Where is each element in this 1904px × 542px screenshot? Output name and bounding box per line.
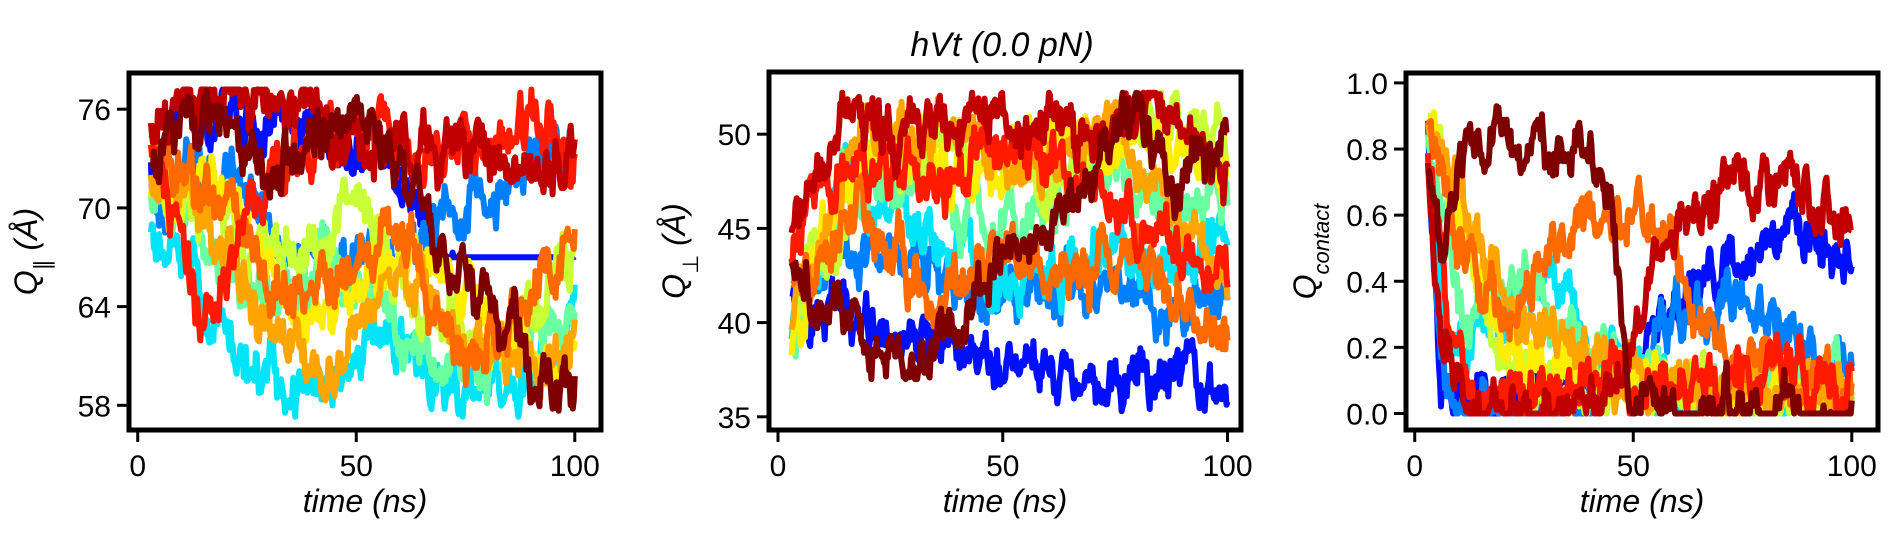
y-tick-label: 45 bbox=[718, 213, 751, 246]
series-group bbox=[147, 86, 578, 420]
x-tick-label: 0 bbox=[770, 450, 787, 483]
trajectory-line bbox=[1424, 149, 1854, 417]
axes-frame bbox=[1403, 70, 1881, 433]
trajectory-line bbox=[148, 88, 578, 414]
x-tick-label: 50 bbox=[340, 450, 373, 483]
trajectory-line bbox=[788, 89, 1231, 234]
panel-q-contact: 0 50 100 0.0 0.2 0.4 0.6 0.8 1.0 time (ns) Qcontac… bbox=[1287, 68, 1881, 519]
y-axis-label: Q⊥ (Å) bbox=[656, 203, 703, 299]
y-tick-label: 58 bbox=[78, 390, 111, 423]
trajectory-line bbox=[789, 217, 1231, 347]
axes-frame bbox=[766, 69, 1244, 433]
trajectory-line bbox=[788, 89, 1230, 383]
trajectory-line bbox=[1425, 103, 1855, 417]
y-tick-label: 50 bbox=[718, 119, 751, 152]
x-tick-label: 100 bbox=[1827, 450, 1877, 483]
y-tick-label: 70 bbox=[78, 193, 111, 226]
trajectory-line bbox=[789, 272, 1231, 415]
y-tick-label: 76 bbox=[78, 94, 111, 127]
y-tick-label: 35 bbox=[718, 402, 751, 435]
trajectory-line bbox=[788, 123, 1231, 294]
series-group bbox=[788, 89, 1231, 415]
x-tick-label: 100 bbox=[1202, 450, 1252, 483]
x-axis-label: time (ns) bbox=[1580, 483, 1704, 519]
x-tick-label: 50 bbox=[1617, 450, 1650, 483]
y-tick-label: 1.0 bbox=[1346, 68, 1388, 101]
trajectory-line bbox=[147, 86, 578, 198]
x-tick-label: 50 bbox=[986, 450, 1019, 483]
y-tick-label: 0.0 bbox=[1346, 398, 1388, 431]
y-axis-label: Q∥ (Å) bbox=[8, 208, 55, 295]
x-axis-label: time (ns) bbox=[303, 483, 427, 519]
y-tick-label: 40 bbox=[718, 308, 751, 341]
y-tick-label: 0.8 bbox=[1346, 134, 1388, 167]
panel-q-parallel: 0 50 100 58 64 70 76 time (ns) Q∥ (Å) bbox=[8, 70, 604, 519]
x-tick-label: 0 bbox=[129, 450, 146, 483]
series-group bbox=[1424, 103, 1855, 417]
x-axis-label: time (ns) bbox=[943, 483, 1067, 519]
y-axis-label: Qcontact bbox=[1287, 203, 1334, 300]
axes-frame bbox=[126, 70, 604, 433]
y-tick-label: 0.4 bbox=[1346, 266, 1388, 299]
y-tick-label: 64 bbox=[78, 292, 111, 325]
figure-title: hVt (0.0 pN) bbox=[910, 26, 1093, 64]
trajectory-line bbox=[788, 95, 1231, 331]
x-tick-label: 0 bbox=[1406, 450, 1423, 483]
y-tick-label: 0.6 bbox=[1346, 200, 1388, 233]
x-tick-label: 100 bbox=[550, 450, 600, 483]
y-tick-label: 0.2 bbox=[1346, 332, 1388, 365]
